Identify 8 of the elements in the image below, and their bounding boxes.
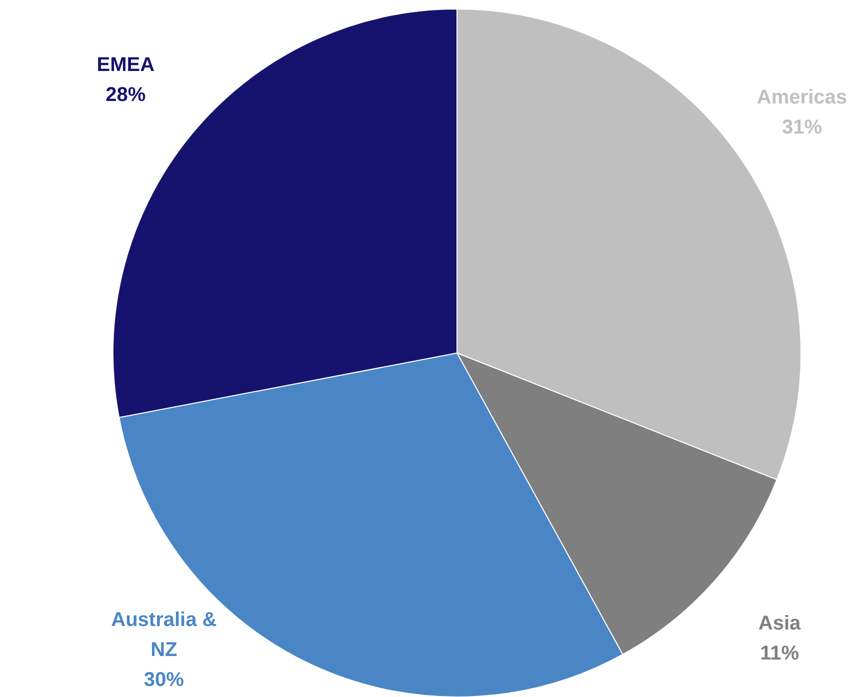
slice-label: EMEA xyxy=(96,54,155,76)
data-label: 31% xyxy=(782,116,822,138)
slice-label: Asia xyxy=(758,612,802,634)
data-label: 28% xyxy=(106,84,146,106)
slice-label: Americas xyxy=(756,86,847,108)
data-label: 11% xyxy=(760,642,800,664)
slice-label: Australia & NZ xyxy=(111,609,217,661)
data-label: 30% xyxy=(144,669,184,691)
